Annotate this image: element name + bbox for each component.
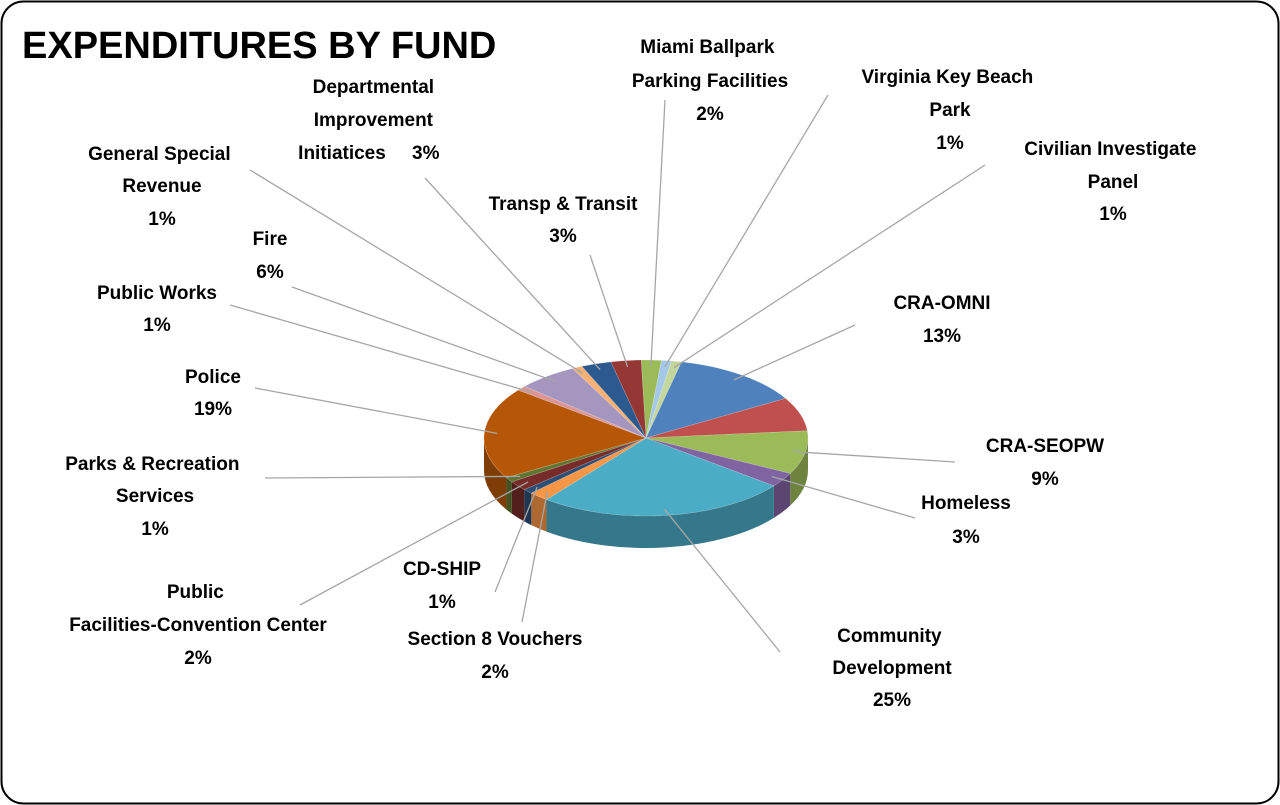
pie-slice-side xyxy=(546,485,774,548)
value-label: 2% xyxy=(184,648,212,669)
leader-line xyxy=(673,164,986,369)
leader-line xyxy=(664,94,829,368)
category-label: Community Development xyxy=(832,626,952,679)
pie-slice-side xyxy=(524,489,532,526)
leader-line xyxy=(663,508,781,653)
category-label: Parks & Recreation Services xyxy=(65,454,245,507)
category-label: Transp & Transit xyxy=(489,194,639,215)
value-label: 3% xyxy=(412,143,440,164)
value-label: 13% xyxy=(923,326,961,347)
value-label: 9% xyxy=(1031,469,1059,490)
leader-line xyxy=(792,450,956,463)
pie-slice xyxy=(545,437,775,517)
pie-slice xyxy=(645,360,683,439)
value-label: 1% xyxy=(428,592,456,613)
pie-slice-side xyxy=(773,473,791,518)
category-label: Miami Ballpark Parking Facilities xyxy=(632,37,788,92)
leader-line xyxy=(254,387,498,435)
leader-line xyxy=(589,254,629,367)
value-label: 1% xyxy=(141,519,169,540)
category-label: Police xyxy=(185,367,241,388)
value-label: 2% xyxy=(696,104,724,125)
value-label: 1% xyxy=(936,133,964,154)
pie-slice xyxy=(483,389,647,478)
category-label: CD-SHIP xyxy=(403,559,481,580)
pie-slice xyxy=(530,437,647,500)
pie-slice-side xyxy=(511,481,525,522)
pie-slice xyxy=(523,437,647,494)
category-label: Section 8 Vouchers xyxy=(408,629,583,650)
leader-line xyxy=(249,169,584,374)
leader-line xyxy=(733,324,856,381)
category-label: CRA-SEOPW xyxy=(986,436,1104,457)
value-label: 25% xyxy=(873,690,911,711)
chart-title: EXPENDITURES BY FUND xyxy=(22,25,496,67)
pie-slice xyxy=(645,360,672,439)
category-label: Homeless xyxy=(921,493,1011,514)
value-label: 3% xyxy=(549,226,577,247)
value-label: 19% xyxy=(194,399,232,420)
pie-slice-side xyxy=(531,493,547,532)
category-label: Fire xyxy=(253,229,288,250)
leader-line xyxy=(229,304,532,393)
leader-line xyxy=(650,99,666,367)
pie-slice-side xyxy=(506,477,512,514)
leader-line xyxy=(299,481,529,606)
leader-line xyxy=(771,475,916,519)
pie-slice xyxy=(645,398,808,439)
pie-slice xyxy=(517,386,647,439)
pie-slice xyxy=(572,366,647,439)
leader-line xyxy=(424,177,601,371)
leader-line xyxy=(264,475,521,479)
pie-slice xyxy=(581,361,647,439)
pie-slice xyxy=(511,437,647,490)
category-label: Departmental Improvement Initiatices xyxy=(298,77,439,164)
leader-line xyxy=(494,486,538,593)
category-label: Virginia Key Beach Park xyxy=(861,67,1038,121)
value-label: 1% xyxy=(143,315,171,336)
category-label: CRA-OMNI xyxy=(893,293,990,314)
pie-slice xyxy=(645,361,787,439)
value-label: 3% xyxy=(952,527,980,548)
category-label: Civilian Investigate Panel xyxy=(1024,139,1201,193)
pie-slice xyxy=(523,368,647,439)
value-label: 1% xyxy=(1099,204,1127,225)
pie-slice-side xyxy=(790,438,808,506)
pie-slice-side xyxy=(484,438,507,510)
value-label: 6% xyxy=(256,262,284,283)
leader-line xyxy=(521,491,548,623)
category-label: Public Facilities-Convention Center xyxy=(69,582,327,636)
category-label: Public Works xyxy=(97,283,217,304)
pie-slice xyxy=(505,437,647,483)
value-label: 1% xyxy=(148,209,176,230)
category-label: General Special Revenue xyxy=(88,144,236,197)
leader-line xyxy=(291,286,556,382)
value-label: 2% xyxy=(481,662,509,683)
